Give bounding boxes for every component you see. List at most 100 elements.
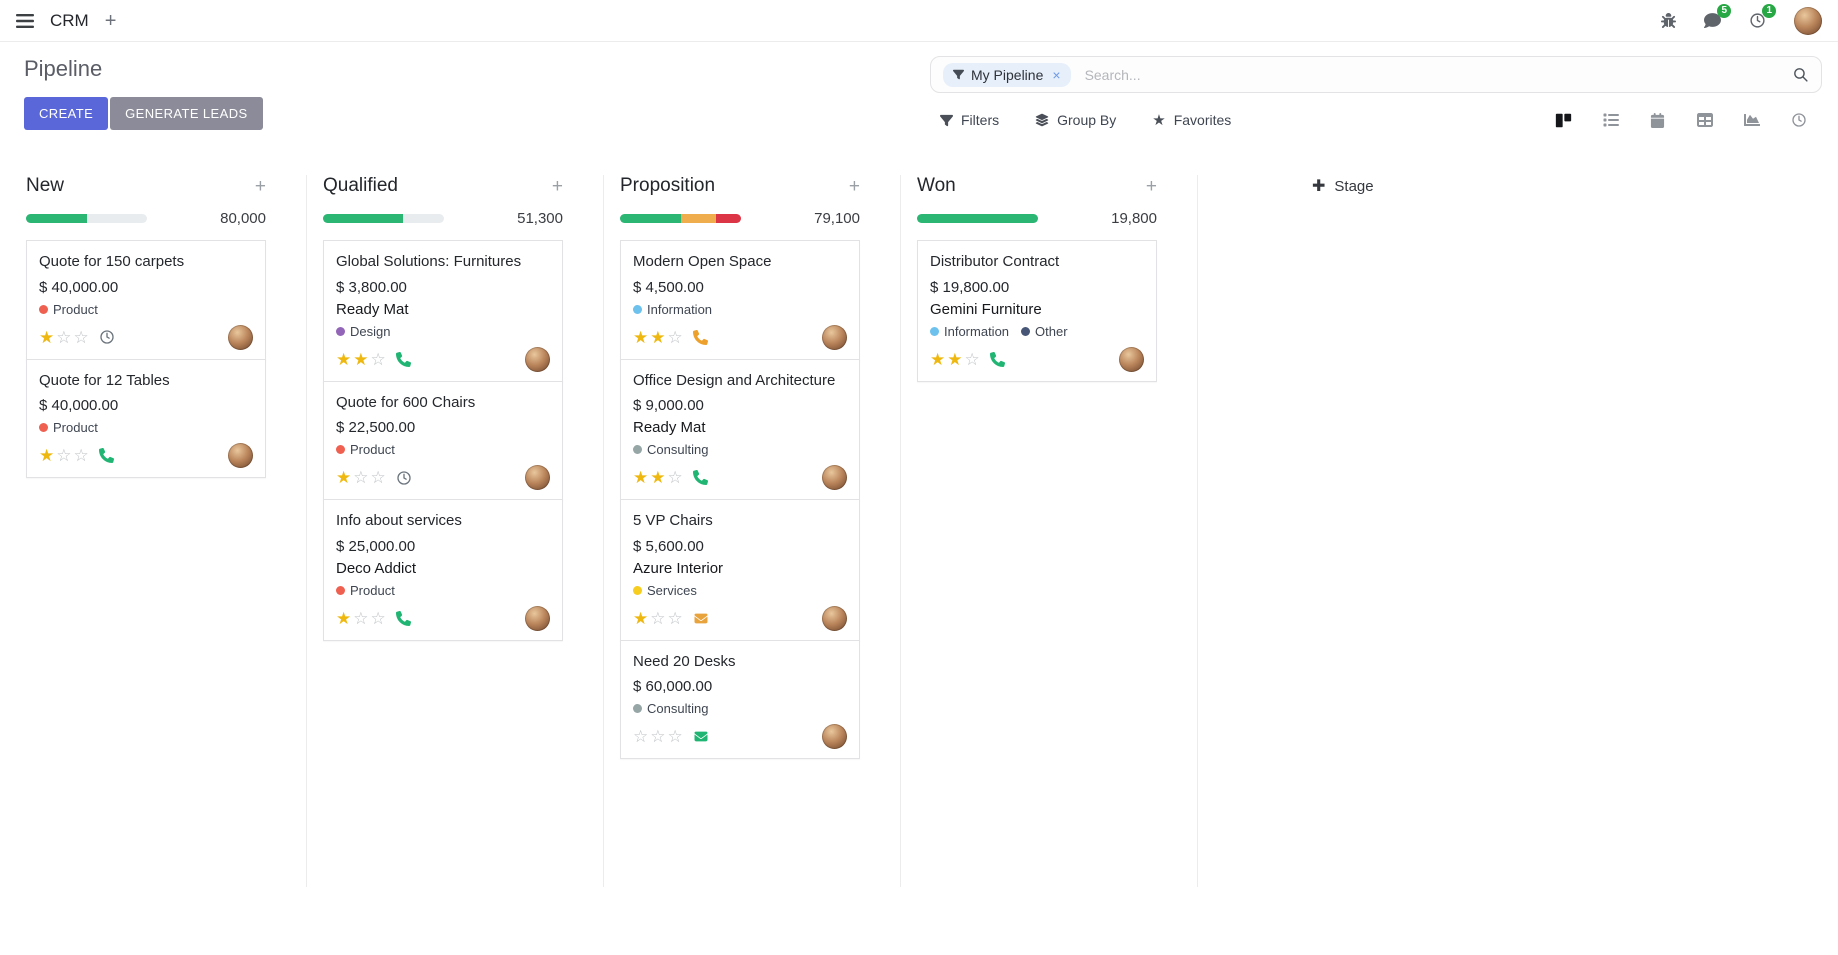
salesperson-avatar[interactable] bbox=[525, 465, 550, 490]
star-filled-icon[interactable]: ★ bbox=[633, 468, 649, 487]
phone-icon[interactable] bbox=[692, 470, 708, 485]
column-progressbar[interactable] bbox=[26, 214, 147, 223]
salesperson-avatar[interactable] bbox=[525, 346, 550, 372]
generate-leads-button[interactable]: GENERATE LEADS bbox=[110, 97, 263, 130]
facet-remove-icon[interactable]: × bbox=[1052, 66, 1061, 83]
quick-create-button[interactable]: + bbox=[1145, 175, 1157, 197]
kanban-card[interactable]: Global Solutions: Furnitures $ 3,800.00 … bbox=[323, 240, 563, 382]
priority-stars[interactable]: ★ ☆ ☆ bbox=[633, 610, 683, 627]
star-empty-icon[interactable]: ☆ bbox=[667, 727, 683, 746]
salesperson-avatar[interactable] bbox=[822, 724, 847, 749]
phone-icon[interactable] bbox=[98, 448, 114, 463]
quick-create-button[interactable]: + bbox=[848, 175, 860, 197]
column-progressbar[interactable] bbox=[620, 214, 741, 223]
search-facet[interactable]: My Pipeline × bbox=[943, 62, 1071, 87]
envelope-icon[interactable] bbox=[693, 612, 709, 625]
phone-icon[interactable] bbox=[692, 329, 708, 345]
star-filled-icon[interactable]: ★ bbox=[39, 446, 55, 465]
star-empty-icon[interactable]: ☆ bbox=[667, 468, 683, 487]
star-empty-icon[interactable]: ☆ bbox=[56, 446, 72, 465]
star-empty-icon[interactable]: ☆ bbox=[370, 468, 386, 487]
pivot-view-icon[interactable] bbox=[1681, 105, 1728, 135]
search-input[interactable] bbox=[1082, 65, 1792, 84]
kanban-card[interactable]: Office Design and Architecture $ 9,000.0… bbox=[620, 358, 860, 500]
messages-icon[interactable]: 5 bbox=[1704, 4, 1731, 29]
salesperson-avatar[interactable] bbox=[228, 443, 253, 468]
graph-view-icon[interactable] bbox=[1728, 105, 1775, 135]
star-empty-icon[interactable]: ☆ bbox=[650, 608, 666, 628]
priority-stars[interactable]: ★ ★ ☆ bbox=[633, 329, 683, 346]
star-filled-icon[interactable]: ★ bbox=[947, 349, 963, 369]
kanban-card[interactable]: 5 VP Chairs $ 5,600.00 Azure Interior Se… bbox=[620, 499, 860, 641]
star-empty-icon[interactable]: ☆ bbox=[73, 446, 89, 465]
favorites-button[interactable]: ★ Favorites bbox=[1152, 112, 1231, 128]
apps-menu-icon[interactable] bbox=[16, 13, 34, 28]
priority-stars[interactable]: ★ ★ ☆ bbox=[336, 351, 386, 368]
clock-icon[interactable] bbox=[99, 329, 115, 345]
star-empty-icon[interactable]: ☆ bbox=[964, 349, 980, 369]
list-view-icon[interactable] bbox=[1587, 105, 1634, 135]
add-stage-button[interactable]: ✚ Stage bbox=[1312, 178, 1374, 195]
navbar-plus-icon[interactable]: + bbox=[104, 9, 117, 32]
kanban-card[interactable]: Quote for 600 Chairs $ 22,500.00 Product… bbox=[323, 380, 563, 500]
salesperson-avatar[interactable] bbox=[1119, 346, 1144, 372]
kanban-card[interactable]: Distributor Contract $ 19,800.00 Gemini … bbox=[917, 240, 1157, 382]
phone-icon[interactable] bbox=[989, 351, 1005, 367]
activities-clock-icon[interactable]: 1 bbox=[1749, 4, 1776, 29]
priority-stars[interactable]: ★ ★ ☆ bbox=[633, 469, 683, 486]
star-filled-icon[interactable]: ★ bbox=[633, 327, 649, 347]
priority-stars[interactable]: ★ ☆ ☆ bbox=[336, 469, 386, 486]
calendar-view-icon[interactable] bbox=[1634, 105, 1681, 135]
star-empty-icon[interactable]: ☆ bbox=[370, 608, 386, 628]
priority-stars[interactable]: ☆ ☆ ☆ bbox=[633, 728, 683, 745]
kanban-card[interactable]: Quote for 150 carpets $ 40,000.00 Produc… bbox=[26, 240, 266, 360]
star-empty-icon[interactable]: ☆ bbox=[370, 349, 386, 369]
star-filled-icon[interactable]: ★ bbox=[336, 349, 352, 369]
quick-create-button[interactable]: + bbox=[551, 175, 563, 197]
search-bar[interactable]: My Pipeline × bbox=[930, 56, 1822, 93]
star-empty-icon[interactable]: ☆ bbox=[667, 608, 683, 628]
create-button[interactable]: CREATE bbox=[24, 97, 109, 130]
activity-view-icon[interactable] bbox=[1775, 105, 1822, 135]
priority-stars[interactable]: ★ ★ ☆ bbox=[930, 351, 980, 368]
star-empty-icon[interactable]: ☆ bbox=[73, 327, 89, 347]
star-empty-icon[interactable]: ☆ bbox=[667, 327, 683, 347]
star-empty-icon[interactable]: ☆ bbox=[650, 727, 666, 746]
envelope-icon[interactable] bbox=[693, 730, 709, 743]
clock-icon[interactable] bbox=[396, 470, 412, 486]
star-filled-icon[interactable]: ★ bbox=[650, 468, 666, 487]
star-filled-icon[interactable]: ★ bbox=[930, 349, 946, 369]
app-name[interactable]: CRM bbox=[50, 10, 89, 30]
search-icon[interactable] bbox=[1792, 66, 1809, 83]
quick-create-button[interactable]: + bbox=[254, 175, 266, 197]
group-by-button[interactable]: Group By bbox=[1035, 112, 1116, 128]
star-filled-icon[interactable]: ★ bbox=[336, 608, 352, 628]
star-empty-icon[interactable]: ☆ bbox=[56, 327, 72, 347]
phone-icon[interactable] bbox=[395, 610, 411, 626]
kanban-card[interactable]: Info about services $ 25,000.00 Deco Add… bbox=[323, 499, 563, 641]
salesperson-avatar[interactable] bbox=[822, 465, 847, 490]
phone-icon[interactable] bbox=[395, 351, 411, 367]
star-empty-icon[interactable]: ☆ bbox=[353, 468, 369, 487]
kanban-card[interactable]: Modern Open Space $ 4,500.00 Information… bbox=[620, 240, 860, 360]
column-progressbar[interactable] bbox=[323, 214, 444, 223]
salesperson-avatar[interactable] bbox=[822, 605, 847, 631]
star-filled-icon[interactable]: ★ bbox=[633, 608, 649, 628]
star-filled-icon[interactable]: ★ bbox=[650, 327, 666, 347]
kanban-card[interactable]: Need 20 Desks $ 60,000.00 Consulting ☆ ☆ ☆ bbox=[620, 639, 860, 759]
star-filled-icon[interactable]: ★ bbox=[336, 468, 352, 487]
kanban-view-icon[interactable] bbox=[1540, 105, 1587, 135]
bug-icon[interactable] bbox=[1661, 13, 1676, 28]
filters-button[interactable]: Filters bbox=[940, 112, 999, 128]
salesperson-avatar[interactable] bbox=[228, 324, 253, 350]
star-filled-icon[interactable]: ★ bbox=[39, 327, 55, 347]
star-empty-icon[interactable]: ☆ bbox=[633, 727, 649, 746]
salesperson-avatar[interactable] bbox=[822, 324, 847, 350]
priority-stars[interactable]: ★ ☆ ☆ bbox=[336, 610, 386, 627]
priority-stars[interactable]: ★ ☆ ☆ bbox=[39, 329, 89, 346]
priority-stars[interactable]: ★ ☆ ☆ bbox=[39, 447, 89, 464]
user-avatar[interactable] bbox=[1794, 6, 1822, 35]
star-filled-icon[interactable]: ★ bbox=[353, 349, 369, 369]
salesperson-avatar[interactable] bbox=[525, 605, 550, 631]
column-progressbar[interactable] bbox=[917, 214, 1038, 223]
